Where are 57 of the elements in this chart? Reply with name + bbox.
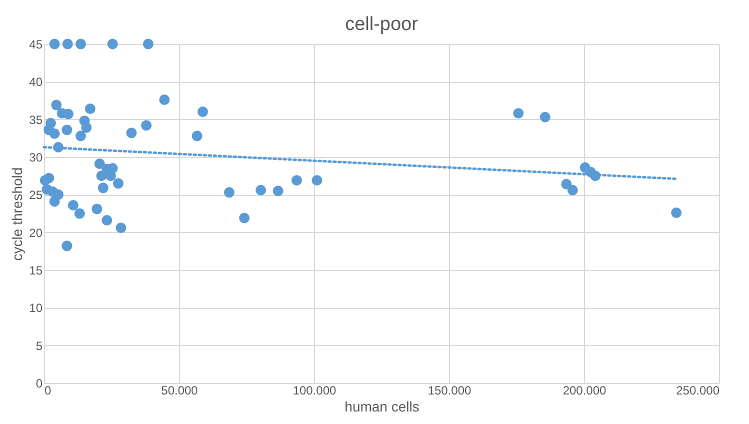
point	[107, 38, 118, 50]
point	[141, 120, 152, 131]
x-tick-label: 0	[44, 384, 52, 398]
point	[513, 108, 524, 119]
point	[49, 196, 60, 207]
point	[567, 184, 578, 196]
point	[198, 106, 208, 118]
point	[159, 94, 170, 105]
point	[113, 178, 124, 189]
point	[224, 187, 234, 198]
point	[272, 186, 284, 196]
point	[62, 124, 72, 136]
point	[98, 182, 108, 194]
x-tick-label: 50.000	[161, 384, 198, 398]
point	[561, 178, 572, 190]
y-tick-label: 35	[29, 112, 43, 127]
y-tick-label: 20	[29, 226, 43, 240]
y-tick-label: 45	[29, 38, 43, 52]
point	[62, 240, 72, 252]
point	[102, 215, 112, 226]
point	[239, 212, 250, 224]
y-tick-label: 10	[29, 301, 43, 316]
point	[671, 208, 682, 218]
point	[540, 112, 550, 122]
y-tick-label: 15	[29, 264, 43, 278]
chart-title: cell-poor	[345, 14, 419, 35]
point	[49, 38, 60, 50]
y-tick-label: 25	[29, 188, 43, 202]
point	[62, 38, 73, 50]
point	[75, 130, 86, 142]
point	[44, 172, 54, 184]
point	[192, 130, 202, 142]
point	[81, 122, 92, 133]
x-tick-label: 200.000	[562, 384, 607, 398]
point	[75, 38, 86, 50]
point	[291, 175, 302, 186]
x-tick-label: 100.000	[292, 384, 337, 398]
point	[68, 200, 78, 210]
point	[51, 100, 62, 110]
x-tick-label: 250.000	[676, 384, 720, 398]
point	[84, 104, 96, 114]
point	[94, 158, 105, 170]
x-axis-title: human cells	[344, 398, 420, 414]
point	[92, 204, 102, 214]
point	[49, 128, 60, 139]
point	[63, 108, 74, 120]
x-tick-label: 150.000	[428, 384, 472, 398]
point	[256, 184, 266, 196]
point	[312, 175, 322, 186]
y-tick-label: 40	[29, 75, 43, 90]
y-tick-label: 5	[36, 338, 43, 353]
point	[142, 38, 154, 50]
point	[126, 128, 137, 138]
point	[116, 222, 126, 234]
y-tick-label: 30	[29, 150, 43, 164]
point	[74, 208, 85, 219]
y-axis-title: cycle threshold	[9, 167, 26, 261]
